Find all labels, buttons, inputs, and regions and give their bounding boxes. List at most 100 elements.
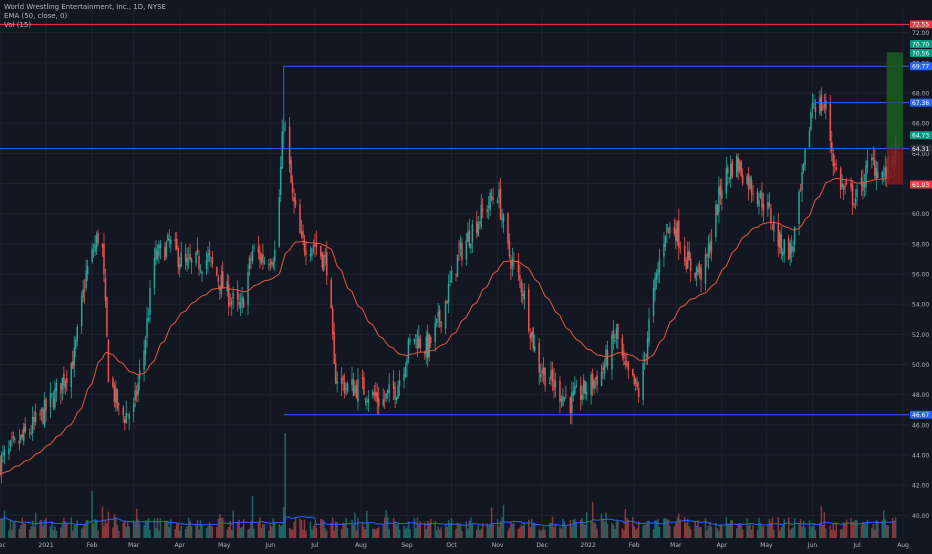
volume-bar — [605, 512, 607, 538]
candle-body — [101, 244, 104, 248]
volume-bar — [663, 518, 665, 538]
candle-body — [716, 204, 719, 216]
volume-bar — [398, 529, 401, 538]
volume-bar — [594, 523, 597, 538]
volume-bar — [645, 523, 647, 538]
candle-body — [311, 248, 313, 256]
candle-body — [829, 103, 832, 142]
candle-body — [134, 389, 136, 401]
volume-bar — [704, 517, 707, 538]
volume-bar — [363, 526, 365, 538]
candle-body — [165, 242, 168, 257]
candle-body — [386, 389, 389, 393]
candle-body — [55, 382, 58, 392]
candle-body — [419, 339, 422, 349]
candle-body — [574, 386, 576, 394]
candle-body — [211, 257, 214, 264]
candle-body — [210, 257, 212, 259]
candle-body — [303, 240, 306, 252]
volume-bar — [875, 520, 878, 538]
candle-body — [819, 97, 821, 114]
volume-bar — [281, 525, 283, 538]
volume-bar — [522, 525, 524, 538]
candle-body — [251, 250, 254, 261]
candle-body — [553, 379, 555, 390]
volume-bar — [49, 526, 52, 538]
candle-body — [51, 393, 53, 395]
volume-bar — [33, 526, 35, 538]
volume-bar — [575, 521, 578, 538]
candle-body — [241, 296, 243, 304]
volume-bar — [727, 523, 729, 538]
candle-body — [164, 247, 166, 261]
volume-bar — [477, 525, 480, 538]
candle-body — [664, 236, 667, 247]
candle-body — [480, 204, 482, 227]
stop-zone[interactable] — [886, 148, 904, 185]
candle-body — [663, 244, 665, 257]
volume-bar — [269, 524, 272, 538]
volume-bar — [799, 519, 802, 538]
candle-body — [291, 182, 294, 193]
volume-bar — [174, 528, 177, 538]
legend-title[interactable]: World Wrestling Entertainment, Inc., 1D,… — [4, 3, 166, 11]
volume-bar — [178, 530, 181, 538]
candle-body — [862, 181, 864, 191]
volume-bar — [559, 526, 561, 538]
candle-body — [128, 414, 130, 419]
candle-body — [132, 403, 135, 412]
candle-body — [12, 435, 15, 439]
volume-bar — [560, 528, 563, 538]
volume-bar — [626, 517, 628, 538]
volume-bar — [686, 518, 689, 538]
price-label-bg — [910, 98, 932, 107]
volume-bar — [413, 518, 416, 538]
candle-body — [438, 309, 441, 322]
candle-body — [738, 162, 741, 171]
candle-body — [447, 284, 450, 303]
volume-bar — [689, 528, 692, 538]
volume-bar — [624, 509, 627, 538]
candle-body — [42, 409, 44, 424]
volume-bar — [9, 519, 12, 538]
volume-bar — [633, 526, 635, 538]
volume-bar — [737, 523, 739, 538]
volume-bar — [372, 528, 374, 538]
candle-body — [429, 337, 432, 344]
volume-bar — [64, 521, 67, 538]
candle-body — [305, 250, 307, 255]
volume-bar — [158, 530, 160, 538]
candle-body — [242, 298, 245, 308]
candle-body — [832, 153, 834, 167]
volume-bar — [615, 521, 618, 538]
volume-bar — [314, 523, 316, 538]
candle-body — [856, 189, 858, 198]
price-label: 64.31 — [912, 146, 929, 153]
candle-body — [144, 339, 147, 355]
candle-body — [364, 398, 367, 400]
volume-bar — [326, 530, 328, 538]
candle-body — [633, 374, 635, 385]
candle-body — [23, 427, 25, 442]
candle-body — [735, 155, 738, 178]
volume-bar — [666, 519, 668, 538]
volume-bar — [118, 530, 120, 538]
price-axis-tick: 44.00 — [912, 453, 929, 460]
candle-body — [783, 239, 785, 254]
legend-vol[interactable]: Vol (15) — [4, 21, 32, 29]
legend-ema[interactable]: EMA (50, close, 0) — [4, 12, 68, 20]
candle-body — [118, 404, 120, 405]
volume-bar — [444, 523, 447, 538]
time-axis-tick: Jul — [310, 542, 319, 549]
candle-body — [624, 361, 627, 365]
volume-bar — [242, 519, 245, 538]
candle-body — [468, 230, 471, 246]
candle-body — [658, 259, 661, 272]
volume-bar — [802, 520, 805, 538]
candle-body — [727, 167, 729, 174]
volume-bar — [881, 520, 884, 538]
candle-body — [731, 161, 733, 177]
candle-body — [489, 192, 491, 211]
target-zone[interactable] — [886, 52, 904, 149]
